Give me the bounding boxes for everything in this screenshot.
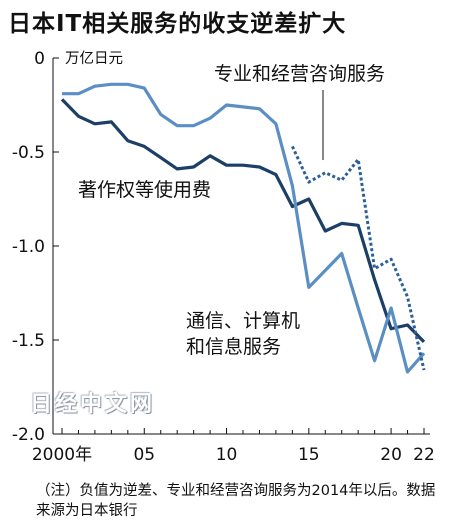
y-tick-label: 0: [34, 49, 45, 69]
watermark: 日经中文网: [30, 392, 156, 417]
x-tick-label: 20: [380, 445, 402, 465]
series-line: [291, 145, 426, 371]
x-tick-label: 22: [413, 445, 435, 465]
series-layer: [60, 82, 426, 374]
annotation-label: 万亿日元: [65, 50, 123, 67]
x-tick-label: 2000年: [32, 445, 92, 465]
series-line: [62, 82, 426, 374]
y-tick-label: -2.0: [12, 425, 45, 445]
annotation-label: 通信、计算机: [186, 310, 300, 332]
x-tick-label: 15: [298, 445, 320, 465]
annotation-label: 著作权等使用费: [78, 179, 211, 201]
series-line: [60, 98, 426, 344]
y-tick-label: -1.0: [12, 237, 45, 257]
chart-title: 日本IT相关服务的收支逆差扩大: [8, 11, 347, 37]
y-tick-label: -0.5: [12, 143, 45, 163]
x-tick-label: 05: [133, 445, 155, 465]
annotation-label: 和信息服务: [186, 336, 281, 358]
x-tick-label: 10: [216, 445, 238, 465]
annotation-label: 专业和经营咨询服务: [214, 63, 385, 85]
footnote: （注）负值为逆差、专业和经营咨询服务为2014年以后。数据来源为日本银行: [36, 483, 436, 519]
y-tick-label: -1.5: [12, 331, 45, 351]
